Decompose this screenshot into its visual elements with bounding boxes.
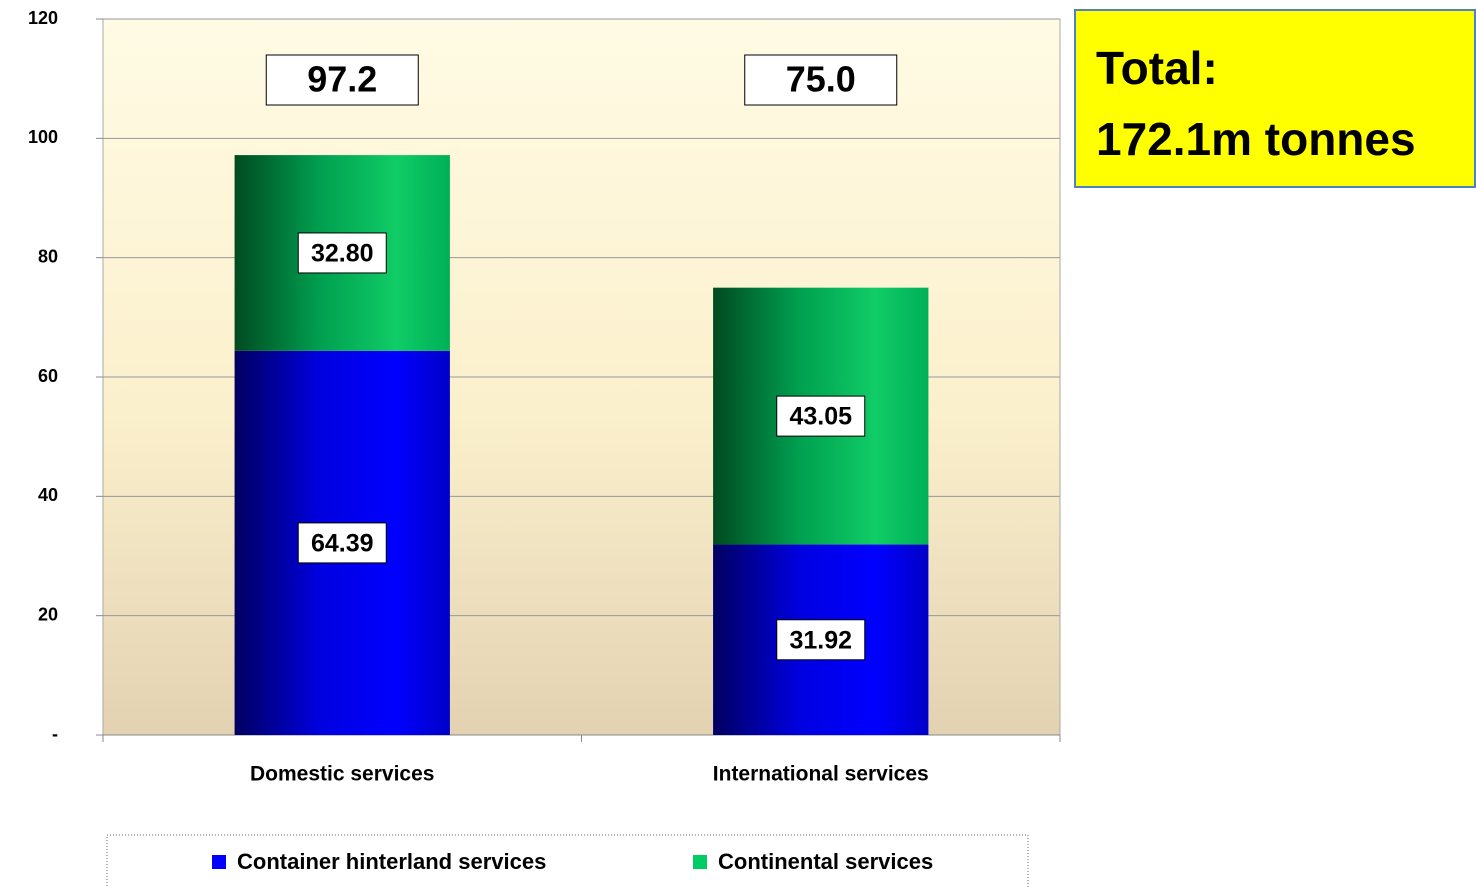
y-tick-label: 80 [38,246,58,266]
annotation-box [1074,9,1476,188]
data-label: 32.80 [311,240,374,268]
legend-swatch [693,855,707,869]
legend-box [106,834,1029,887]
label-box [776,619,866,661]
x-tick-label: International services [713,763,929,786]
y-tick-label: 60 [38,366,58,386]
annotation: 172.1m tonnes [1096,113,1416,165]
legend-swatch [212,855,226,869]
label-box [744,54,898,106]
label-box [297,232,387,274]
legend-label: Container hinterland services [237,849,546,874]
label-box [297,522,387,564]
y-tick-label: 20 [38,604,58,624]
y-tick-label: 40 [38,485,58,505]
data-label: 75.0 [786,59,856,100]
legend-label: Continental services [718,849,933,874]
label-box [265,54,419,106]
y-tick-label: 120 [28,8,58,28]
x-tick-label: Domestic services [250,763,434,786]
label-box [776,395,866,437]
data-label: 64.39 [311,530,374,558]
data-label: 43.05 [789,403,852,431]
y-tick-label: - [52,724,58,744]
data-label: 97.2 [307,59,377,100]
annotation: Total: [1096,42,1218,94]
data-label: 31.92 [789,626,852,654]
y-tick-label: 100 [28,127,58,147]
